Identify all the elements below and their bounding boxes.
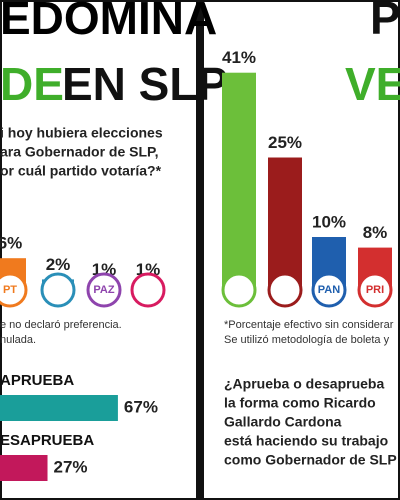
category-label: APRUEBA xyxy=(0,372,74,389)
headline: EN SLP xyxy=(62,58,228,110)
value-label: 8% xyxy=(363,223,388,242)
headline: P xyxy=(370,0,400,44)
party-logo xyxy=(267,272,303,308)
question: Gallardo Cardona xyxy=(224,414,342,430)
question: como Gobernador de SLP xyxy=(224,452,397,468)
panel-divider xyxy=(196,0,204,500)
party-logo xyxy=(311,272,347,308)
value-label: 6% xyxy=(0,234,22,253)
note: nulada. xyxy=(0,334,36,346)
question: ara Gobernador de SLP, xyxy=(0,144,158,160)
bar xyxy=(222,72,256,290)
logo-label: PAZ xyxy=(93,284,114,296)
category-label: ESAPRUEBA xyxy=(0,432,94,449)
bar xyxy=(268,157,302,290)
party-logo xyxy=(0,272,28,308)
note: Se utilizó metodología de boleta y xyxy=(224,334,390,346)
question: ¿Aprueba o desaprueba xyxy=(224,376,384,392)
party-logo xyxy=(86,272,122,308)
party-logo xyxy=(130,272,166,308)
bar xyxy=(0,455,48,481)
question: está haciendo su trabajo xyxy=(224,433,388,449)
value-label: 27% xyxy=(54,457,88,476)
question: or cuál partido votaría?* xyxy=(0,163,162,179)
bar xyxy=(0,395,118,421)
logo-label: PRI xyxy=(366,284,384,296)
headline: DE xyxy=(0,58,64,110)
value-label: 67% xyxy=(124,397,158,416)
value-label: 25% xyxy=(268,133,302,152)
note: e no declaró preferencia. xyxy=(0,319,122,331)
party-logo xyxy=(221,272,257,308)
logo-label: PAN xyxy=(318,284,340,296)
headline: VE xyxy=(345,58,400,110)
value-label: 10% xyxy=(312,212,346,231)
logo-label: PT xyxy=(3,284,17,296)
value-label: 2% xyxy=(46,255,71,274)
question: i hoy hubiera elecciones xyxy=(0,125,163,141)
party-logo xyxy=(40,272,76,308)
question: la forma como Ricardo xyxy=(224,395,376,411)
party-logo xyxy=(357,272,393,308)
value-label: 41% xyxy=(222,48,256,67)
headline: EDOMINA xyxy=(0,0,217,44)
note: *Porcentaje efectivo sin considerar xyxy=(224,319,394,331)
